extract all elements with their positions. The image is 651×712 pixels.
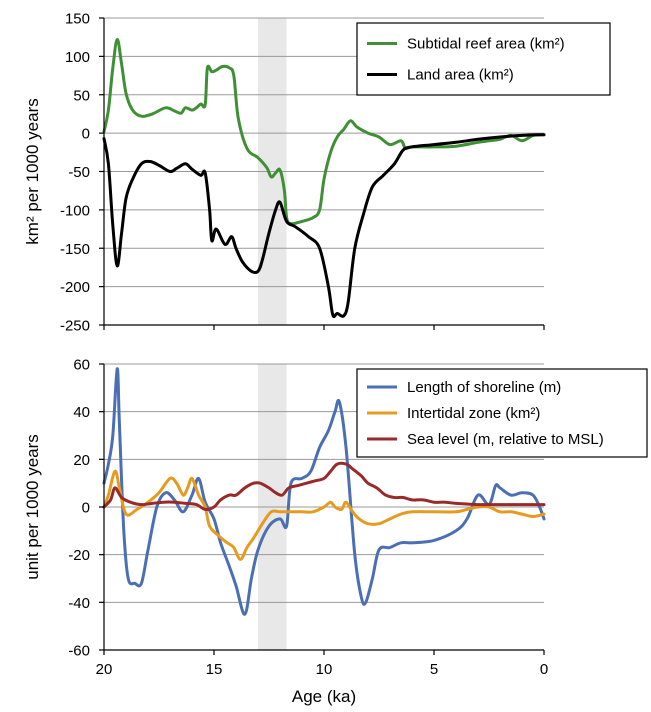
y-axis-label: km² per 1000 years	[23, 98, 42, 244]
y-tick-label: 0	[82, 126, 90, 143]
y-tick-label: -150	[60, 241, 90, 258]
legend: Subtidal reef area (km²) Land area (km²)	[356, 22, 611, 96]
x-tick-label: 0	[540, 661, 548, 678]
x-ticks	[103, 325, 545, 330]
x-tick-label: 10	[316, 661, 333, 678]
x-tick-label: 5	[430, 661, 438, 678]
legend-box	[356, 368, 648, 458]
y-ticks: 60 40 20 0 -20 -40 -60	[68, 357, 104, 660]
y-tick-label: -40	[68, 595, 90, 612]
y-tick-label: 150	[65, 11, 90, 28]
y-tick-label: 40	[73, 404, 90, 421]
x-tick-label: 15	[206, 661, 223, 678]
y-tick-label: -50	[68, 164, 90, 181]
x-ticks: 20 15 10 5 0	[96, 650, 548, 678]
series-line-0	[102, 367, 546, 616]
legend-label-intertidal: Intertidal zone (km²)	[407, 405, 540, 422]
y-tick-label: -200	[60, 279, 90, 296]
y-axis-label: unit per 1000 years	[23, 434, 42, 580]
y-tick-label: -20	[68, 547, 90, 564]
legend-label-reef: Subtidal reef area (km²)	[407, 36, 565, 53]
y-ticks: 150 100 50 0 -50 -100 -150 -200 -250	[60, 11, 104, 335]
series-line-1	[102, 133, 546, 319]
y-tick-label: 50	[73, 87, 90, 104]
series-line-2	[102, 461, 546, 511]
x-tick-label: 20	[96, 661, 113, 678]
y-tick-label: 100	[65, 49, 90, 66]
series-lines	[102, 367, 546, 616]
legend: Length of shoreline (m) Intertidal zone …	[356, 368, 648, 458]
series-line-1	[102, 469, 546, 561]
legend-label-sea-level: Sea level (m, relative to MSL)	[407, 431, 604, 448]
x-axis-label: Age (ka)	[292, 687, 356, 706]
legend-box	[356, 22, 611, 96]
y-tick-label: 0	[82, 500, 90, 517]
series-lines	[102, 37, 546, 319]
y-tick-label: 20	[73, 452, 90, 469]
y-tick-label: -250	[60, 318, 90, 335]
shoreline-panel: 60 40 20 0 -20 -40 -60 20 15 10 5 0 unit per 1000 …	[23, 357, 648, 706]
y-tick-label: 60	[73, 357, 90, 374]
reef-land-panel: 150 100 50 0 -50 -100 -150 -200 -250 km² per 100…	[23, 11, 611, 335]
y-tick-label: -100	[60, 202, 90, 219]
legend-label-shoreline: Length of shoreline (m)	[407, 379, 561, 396]
y-tick-label: -60	[68, 643, 90, 660]
grid-lines	[104, 17, 544, 288]
legend-label-land: Land area (km²)	[407, 67, 514, 84]
